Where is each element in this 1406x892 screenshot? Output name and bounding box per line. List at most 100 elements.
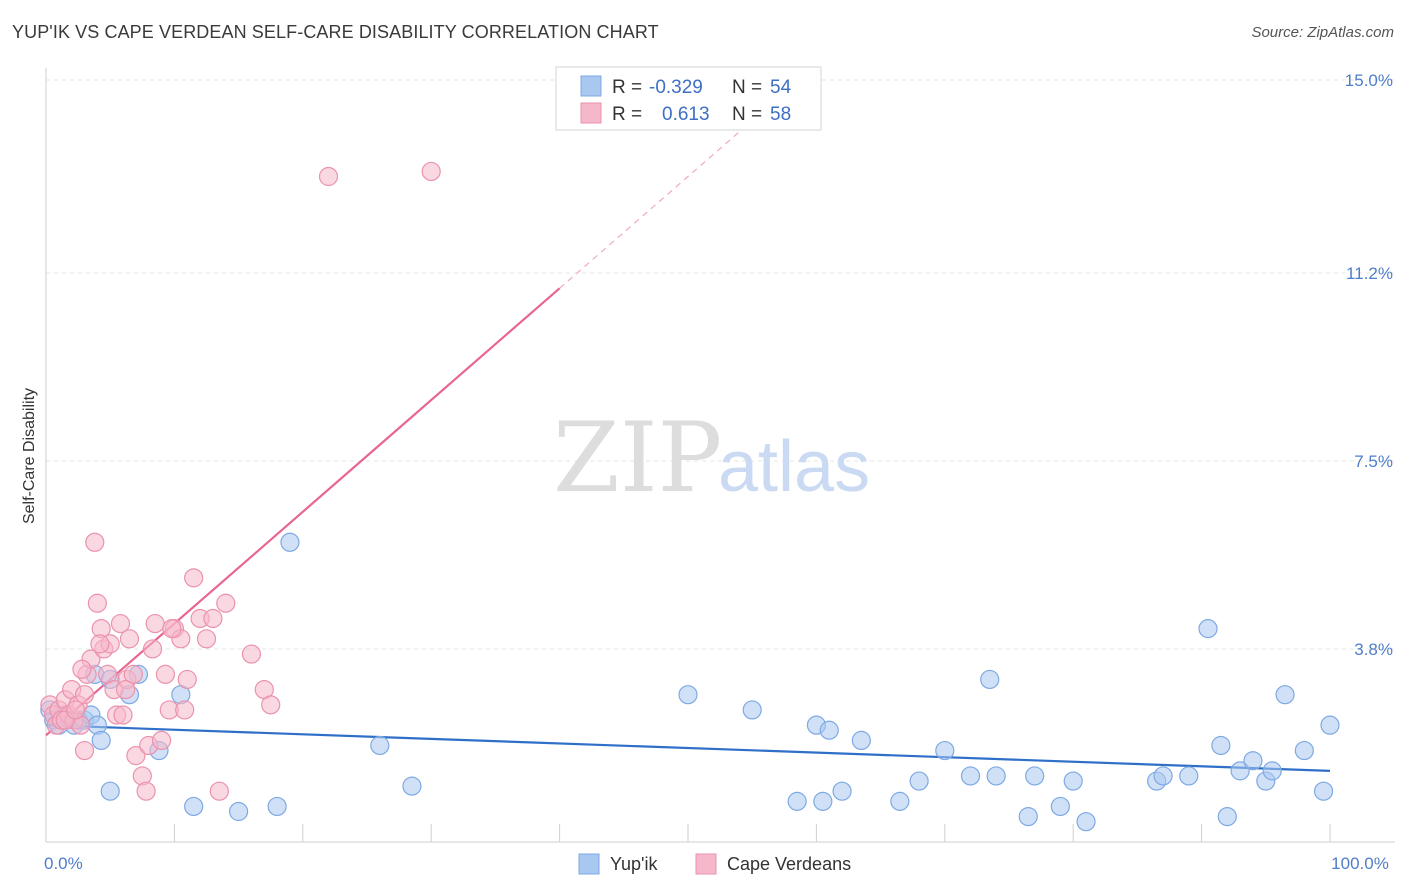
trend-extension-cape-verdeans: [559, 120, 753, 289]
point-yupik-48: [1230, 761, 1250, 781]
point-cape-verdeans-15: [87, 593, 107, 613]
point-cape-verdeans-49: [318, 166, 339, 187]
series-legend-swatch-cape-verdeans: [695, 853, 717, 875]
point-yupik-54: [1313, 781, 1334, 801]
point-cape-verdeans-25: [119, 629, 140, 649]
point-yupik-46: [1211, 735, 1231, 756]
point-cape-verdeans-11: [74, 685, 95, 705]
point-cape-verdeans-27: [126, 746, 146, 766]
grid-lines: [46, 79, 1395, 650]
trend-lines: [45, 120, 1331, 772]
tick-labels: 3.8% 7.5% 11.2% 15.0% 0.0% 100.0%: [44, 71, 1393, 873]
point-yupik-40: [1063, 771, 1083, 791]
point-yupik-32: [909, 771, 929, 791]
point-cape-verdeans-56: [162, 619, 182, 639]
point-yupik-22: [402, 776, 422, 796]
legend-swatch-cape-verdeans: [580, 102, 602, 124]
point-cape-verdeans-51: [74, 740, 95, 761]
watermark-zip: ZIP: [553, 402, 722, 514]
y-axis-label: Self-Care Disability: [21, 388, 38, 524]
point-yupik-44: [1179, 766, 1199, 786]
point-yupik-18: [229, 801, 249, 822]
point-yupik-47: [1217, 806, 1237, 827]
point-yupik-28: [819, 720, 839, 740]
point-yupik-51: [1262, 761, 1282, 781]
point-cape-verdeans-45: [216, 593, 236, 613]
point-cape-verdeans-44: [209, 781, 229, 801]
legend-r-value-2: 0.613: [662, 104, 710, 125]
point-yupik-29: [832, 781, 852, 801]
point-yupik-21: [370, 735, 390, 756]
legend-n-label-2: N =: [732, 104, 762, 125]
point-cape-verdeans-40: [184, 568, 204, 588]
point-yupik-39: [1050, 796, 1070, 817]
point-cape-verdeans-55: [116, 679, 136, 700]
series-legend: Yup'ik Cape Verdeans: [578, 853, 851, 875]
point-cape-verdeans-34: [155, 664, 176, 684]
point-yupik-37: [1018, 806, 1038, 827]
legend-r-value-1: -0.329: [649, 77, 703, 98]
point-yupik-36: [986, 766, 1006, 786]
watermark-atlas: atlas: [718, 427, 870, 507]
point-cape-verdeans-39: [177, 669, 197, 690]
point-cape-verdeans-29: [136, 781, 156, 801]
point-cape-verdeans-57: [72, 659, 92, 679]
point-yupik-14: [100, 781, 120, 801]
point-yupik-17: [184, 796, 204, 817]
legend-r-label-2: R =: [612, 104, 642, 125]
trend-line-yupik: [45, 724, 1331, 772]
y-tick-label-2: 11.2%: [1346, 264, 1393, 283]
point-cape-verdeans-54: [65, 700, 86, 720]
watermark: ZIP atlas: [553, 402, 870, 514]
point-cape-verdeans-48: [261, 695, 281, 715]
point-yupik-30: [851, 730, 871, 751]
data-points: [40, 161, 1340, 832]
series-legend-label-cape-verdeans: Cape Verdeans: [727, 854, 851, 874]
point-yupik-45: [1198, 619, 1218, 639]
point-yupik-41: [1076, 812, 1096, 832]
point-cape-verdeans-32: [145, 613, 165, 634]
point-yupik-24: [742, 700, 762, 720]
x-tick-label-1: 100.0%: [1331, 854, 1389, 873]
x-tick-label-0: 0.0%: [44, 854, 83, 873]
point-yupik-13: [91, 730, 111, 751]
point-cape-verdeans-42: [196, 629, 217, 649]
y-tick-label-3: 15.0%: [1345, 71, 1393, 90]
trend-line-cape-verdeans: [45, 287, 561, 737]
point-cape-verdeans-43: [203, 608, 223, 629]
point-cape-verdeans-23: [113, 705, 133, 725]
source-label: Source: ZipAtlas.com: [1251, 24, 1394, 41]
point-cape-verdeans-26: [123, 664, 143, 684]
chart-title: YUP'IK VS CAPE VERDEAN SELF-CARE DISABIL…: [12, 22, 659, 42]
point-yupik-33: [935, 740, 955, 761]
point-yupik-38: [1025, 766, 1045, 786]
point-cape-verdeans-38: [175, 700, 195, 720]
point-cape-verdeans-53: [90, 634, 110, 654]
point-cape-verdeans-22: [110, 613, 131, 634]
series-legend-label-yupik: Yup'ik: [610, 854, 658, 874]
point-yupik-55: [1320, 715, 1340, 735]
point-yupik-43: [1153, 766, 1173, 786]
point-cape-verdeans-33: [151, 730, 172, 751]
point-cape-verdeans-14: [85, 532, 105, 552]
point-yupik-35: [980, 669, 1000, 690]
y-tick-label-0: 3.8%: [1354, 640, 1393, 659]
point-yupik-20: [280, 532, 300, 552]
point-yupik-27: [813, 791, 833, 811]
legend-r-label-1: R =: [612, 77, 642, 98]
series-legend-swatch-yupik: [578, 853, 600, 875]
legend-n-value-2: 58: [770, 104, 791, 125]
point-yupik-19: [267, 796, 287, 817]
legend-n-value-1: 54: [770, 77, 792, 98]
legend-swatch-yupik: [580, 75, 602, 97]
y-tick-label-1: 7.5%: [1354, 452, 1393, 471]
point-yupik-53: [1294, 740, 1314, 761]
point-yupik-31: [890, 791, 910, 811]
point-yupik-25: [787, 791, 807, 811]
point-yupik-52: [1275, 685, 1295, 705]
point-cape-verdeans-31: [142, 639, 163, 659]
point-cape-verdeans-46: [241, 644, 262, 664]
point-yupik-34: [960, 766, 981, 786]
legend: R = -0.329 N = 54 R = 0.613 N = 58: [555, 66, 822, 131]
